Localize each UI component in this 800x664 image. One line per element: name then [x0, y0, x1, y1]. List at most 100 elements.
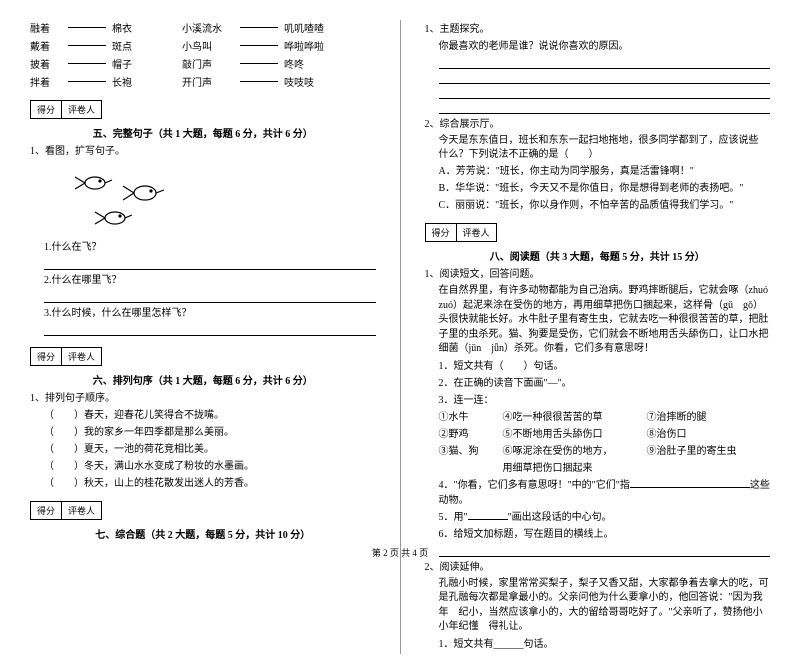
r2-q1: 1．短文共有______句话。 [425, 637, 771, 652]
matching-block: 融着 棉衣 小溪流水 叽叽喳喳 戴着 斑点 小鸟叫 哗啦哗啦 披着 帽子 [30, 20, 376, 89]
page-footer: 第 2 页 共 4 页 [0, 546, 800, 559]
r1-q3: 3．连一连： [425, 393, 771, 408]
section-8-title: 八、阅读题（共 3 大题，每题 5 分，共计 15 分） [425, 248, 771, 263]
birds-illustration [60, 163, 376, 236]
section-6-title: 六、排列句序（共 1 大题，每题 6 分，共计 6 分） [30, 372, 376, 387]
sec6-q1: 1、排列句子顺序。 [30, 391, 376, 406]
match-line [240, 38, 278, 46]
score-label: 得分 [31, 101, 62, 118]
match-line [68, 56, 106, 64]
m-c: ⑦治摔断的腿 [647, 410, 707, 425]
sec5-sub1: 1.什么在飞？ [30, 240, 376, 255]
answer-blank[interactable] [690, 478, 750, 488]
match-a1: 戴着 [30, 38, 62, 53]
grader-label: 评卷人 [62, 348, 101, 365]
grader-label: 评卷人 [62, 101, 101, 118]
item-text: 夏天，一池的荷花竞相比美。 [84, 444, 214, 455]
r1-text: 在自然界里，有许多动物都能为自己治病。野鸡摔断腿后，它就会啄（zhuó zuó）… [425, 284, 771, 357]
match-b1: 帽子 [112, 56, 144, 71]
answer-line[interactable] [439, 57, 771, 69]
match-b2: 咚咚 [284, 56, 304, 71]
option-c: C．丽丽说："班长，你以身作则，不怕辛苦的品质值得我们学习。" [425, 198, 771, 213]
item-text: 秋天，山上的桂花散发出迷人的芳香。 [84, 478, 254, 489]
r1-q1: 1．短文共有（ ）句话。 [425, 359, 771, 374]
list-item: （ ）我的家乡一年四季都是那么美丽。 [30, 425, 376, 440]
match-row: ②野鸡 ⑤不断地用舌头舔伤口 ⑧治伤口 [425, 427, 771, 442]
list-item: （ ）夏天，一池的荷花竞相比美。 [30, 442, 376, 457]
match-line [240, 20, 278, 28]
q4-a: 4．"你看，它们多有意思呀！"中的"它们"指 [439, 480, 630, 491]
score-label: 得分 [426, 224, 457, 241]
grader-label: 评卷人 [457, 224, 496, 241]
q2-text: 今天是东东值日，班长和东东一起扫地拖地，很多同学都到了，应该说些 什么？下列说法… [425, 134, 771, 162]
match-line [68, 20, 106, 28]
match-a1: 融着 [30, 20, 62, 35]
match-a2: 小溪流水 [182, 20, 234, 35]
option-b: B．华华说："班长，今天又不是你值日，你是想得到老师的表扬吧。" [425, 181, 771, 196]
score-label: 得分 [31, 348, 62, 365]
r1-q6: 6．给短文加标题，写在题目的横线上。 [425, 527, 771, 542]
answer-line[interactable] [439, 72, 771, 84]
match-b2: 哗啦哗啦 [284, 38, 324, 53]
answer-line[interactable] [44, 258, 376, 270]
match-b1: 斑点 [112, 38, 144, 53]
q5-b: "画出这段话的中心句。 [508, 512, 612, 523]
score-box: 得分 评卷人 [30, 501, 102, 520]
r2-text: 孔融小时候，家里常常买梨子，梨子又香又甜，大家都争着去拿大的吃，可是孔融每次都是… [425, 577, 771, 635]
r1-q5: 5．用" "画出这段话的中心句。 [425, 510, 771, 525]
r2-title: 2、阅读延伸。 [425, 560, 771, 575]
match-b1: 棉衣 [112, 20, 144, 35]
answer-line[interactable] [439, 87, 771, 99]
r1-q2: 2．在正确的读音下面画"—"。 [425, 376, 771, 391]
answer-blank[interactable] [630, 478, 690, 488]
match-a1: 披着 [30, 56, 62, 71]
match-line [68, 38, 106, 46]
option-a: A．芳芳说："班长，你主动为同学服务，真是活雷锋啊！" [425, 164, 771, 179]
match-line [68, 74, 106, 82]
match-a2: 敲门声 [182, 56, 234, 71]
m-c: ⑨治肚子里的寄生虫 [647, 444, 737, 459]
r1-q4: 4．"你看，它们多有意思呀！"中的"它们"指这些动物。 [425, 478, 771, 508]
q1-title: 1、主题探究。 [425, 22, 771, 37]
section-5-title: 五、完整句子（共 1 大题，每题 6 分，共计 6 分） [30, 125, 376, 140]
m-c: ⑧治伤口 [647, 427, 687, 442]
answer-line[interactable] [439, 102, 771, 114]
q2-title: 2、综合展示厅。 [425, 117, 771, 132]
m-b: ⑥啄泥涂在受伤的地方， [503, 444, 633, 459]
match-line [240, 74, 278, 82]
list-item: （ ）春天，迎春花儿笑得合不拢嘴。 [30, 408, 376, 423]
score-label: 得分 [31, 502, 62, 519]
item-text: 春天，迎春花儿笑得合不拢嘴。 [84, 410, 224, 421]
q5-a: 5．用" [439, 512, 468, 523]
item-text: 我的家乡一年四季都是那么美丽。 [84, 427, 234, 438]
answer-line[interactable] [44, 291, 376, 303]
score-box: 得分 评卷人 [30, 347, 102, 366]
match-a2: 开门声 [182, 74, 234, 89]
match-b2: 叽叽喳喳 [284, 20, 324, 35]
m-a: ①水牛 [439, 410, 489, 425]
match-a2: 小鸟叫 [182, 38, 234, 53]
match-a1: 拌着 [30, 74, 62, 89]
m-b: ④吃一种很很苦苦的草 [503, 410, 633, 425]
match-b2: 吱吱吱 [284, 74, 314, 89]
match-row: ③猫、狗 ⑥啄泥涂在受伤的地方， ⑨治肚子里的寄生虫 [425, 444, 771, 459]
q1-text: 你最喜欢的老师是谁？说说你喜欢的原因。 [425, 39, 771, 54]
answer-blank[interactable] [468, 510, 508, 520]
score-box: 得分 评卷人 [30, 100, 102, 119]
m-a: ②野鸡 [439, 427, 489, 442]
grader-label: 评卷人 [62, 502, 101, 519]
score-box: 得分 评卷人 [425, 223, 497, 242]
list-item: （ ）秋天，山上的桂花散发出迷人的芳香。 [30, 476, 376, 491]
section-7-title: 七、综合题（共 2 大题，每题 5 分，共计 10 分） [30, 526, 376, 541]
match-extra: 用细草把伤口捆起来 [425, 461, 771, 476]
item-text: 冬天，满山水水变成了粉妆的水墨画。 [84, 461, 254, 472]
m-b: ⑤不断地用舌头舔伤口 [503, 427, 633, 442]
match-line [240, 56, 278, 64]
match-row: ①水牛 ④吃一种很很苦苦的草 ⑦治摔断的腿 [425, 410, 771, 425]
m-a: ③猫、狗 [439, 444, 489, 459]
page-container: 融着 棉衣 小溪流水 叽叽喳喳 戴着 斑点 小鸟叫 哗啦哗啦 披着 帽子 [0, 0, 800, 664]
sec5-sub2: 2.什么在哪里飞？ [30, 273, 376, 288]
answer-line[interactable] [44, 324, 376, 336]
r1-title: 1、阅读短文，回答问题。 [425, 267, 771, 282]
sec5-sub3: 3.什么时候，什么在哪里怎样飞？ [30, 306, 376, 321]
